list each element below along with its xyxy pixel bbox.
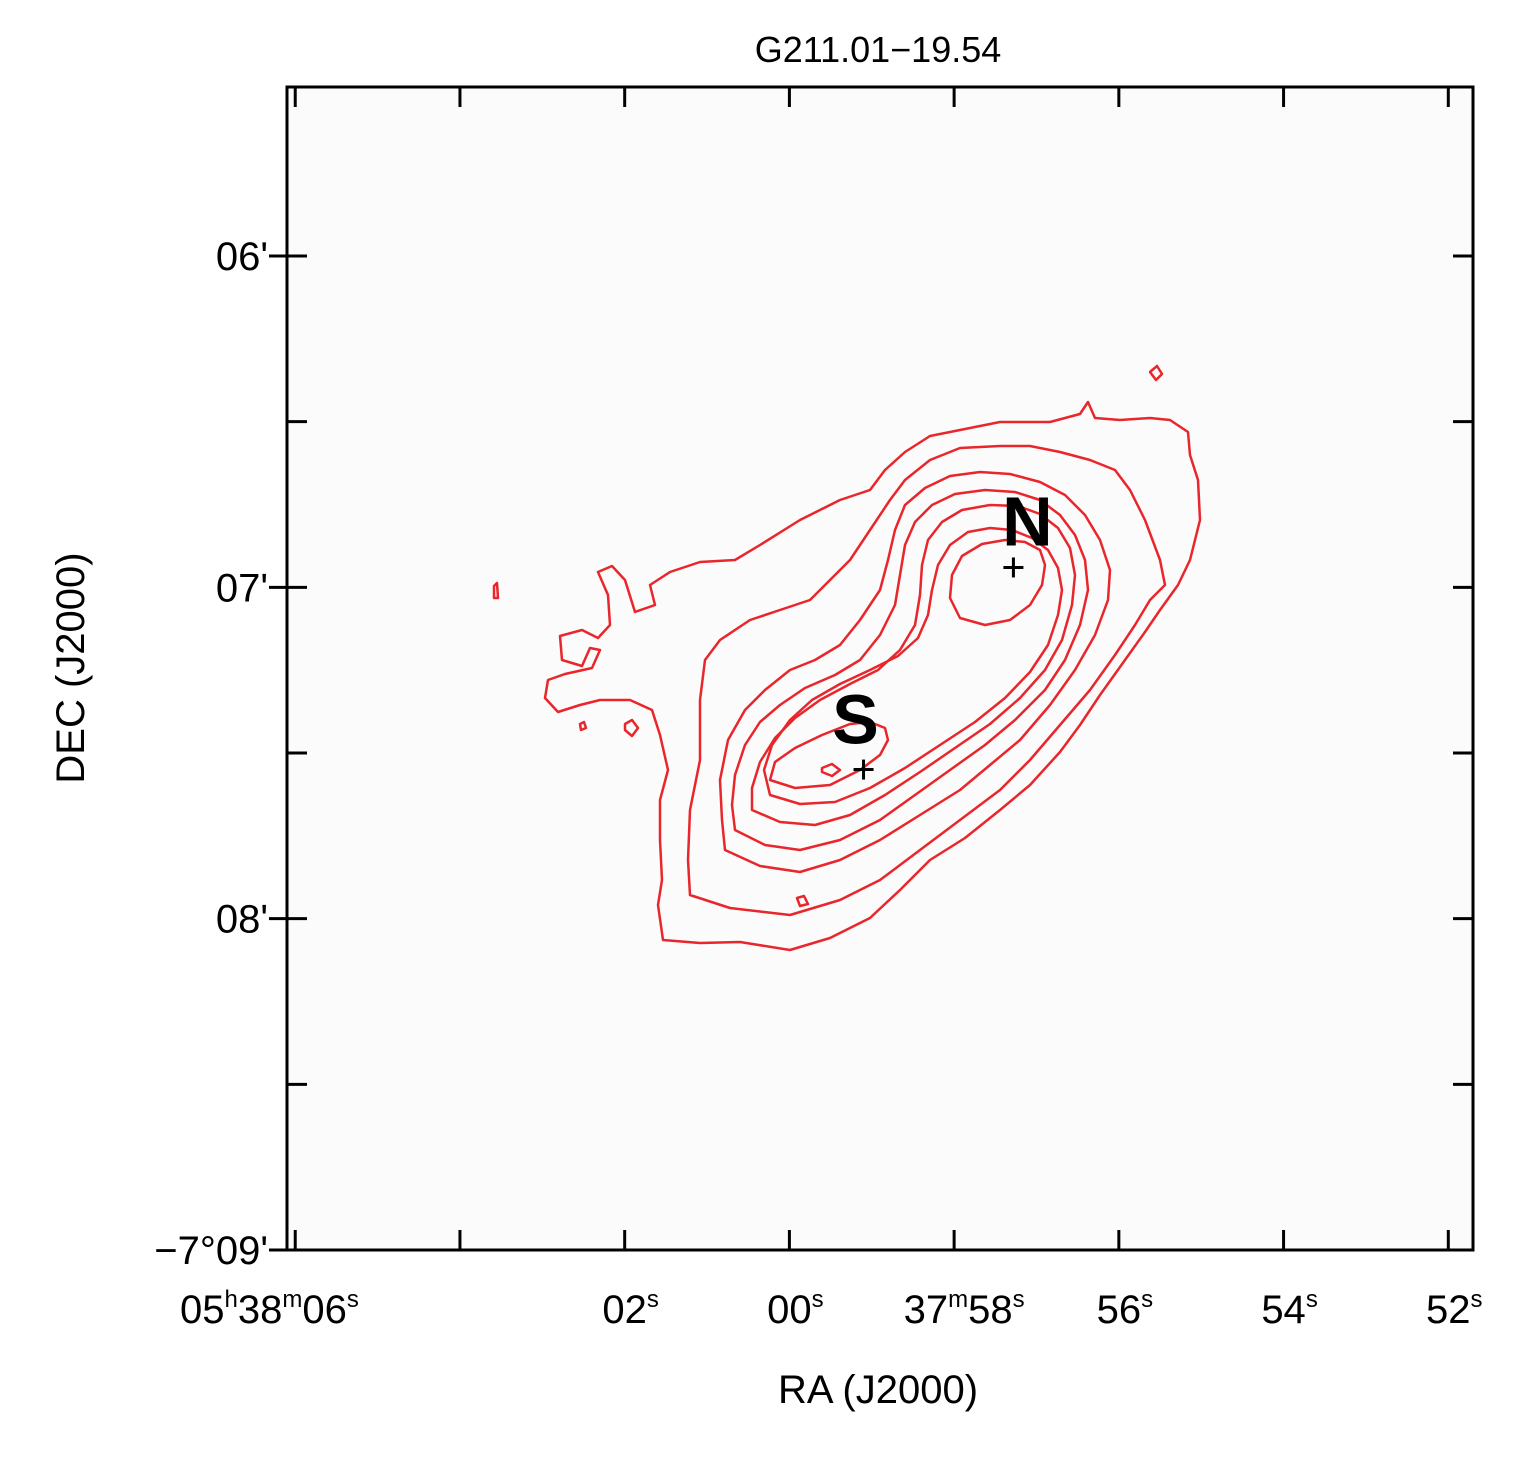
contour-level-4 bbox=[730, 488, 1090, 852]
contour-island-1 bbox=[820, 762, 842, 778]
y-tick-label: 07' bbox=[216, 566, 268, 610]
contour-island-5 bbox=[578, 720, 588, 732]
y-axis-label: DEC (J2000) bbox=[49, 552, 93, 783]
x-tick-label: 02s bbox=[602, 1286, 659, 1332]
source-label-s: S bbox=[832, 681, 879, 759]
contour-level-5 bbox=[750, 503, 1077, 827]
x-tick-label: 56s bbox=[1097, 1286, 1154, 1332]
contours bbox=[492, 364, 1202, 952]
contour-level-2 bbox=[686, 444, 1167, 917]
chart-title: G211.01−19.54 bbox=[755, 29, 1002, 70]
x-tick-label: 52s bbox=[1426, 1286, 1483, 1332]
source-label-n: N bbox=[1002, 482, 1053, 560]
contour-level-7-south bbox=[768, 720, 890, 790]
contour-island-2 bbox=[623, 718, 640, 738]
axis-tick-labels: 05h38m06s 02s 00s 37m58s 56s 54s 52s 06' 07' 08' −… bbox=[154, 235, 1482, 1332]
y-tick-label: 08' bbox=[216, 898, 268, 942]
x-tick-label: 37m58s bbox=[904, 1286, 1025, 1332]
y-tick-label: 06' bbox=[216, 235, 268, 279]
x-tick-label: 54s bbox=[1261, 1286, 1318, 1332]
y-tick-label: −7°09' bbox=[154, 1229, 268, 1273]
axis-ticks bbox=[269, 87, 1473, 1252]
contour-level-7-north bbox=[948, 538, 1047, 627]
contour-island-3 bbox=[1148, 364, 1164, 382]
contour-level-1 bbox=[543, 400, 1202, 952]
contour-level-3 bbox=[718, 470, 1112, 874]
source-markers: NS bbox=[832, 482, 1053, 780]
x-tick-label: 05h38m06s bbox=[180, 1286, 359, 1332]
contour-island-6 bbox=[795, 894, 810, 908]
contour-level-6 bbox=[762, 526, 1064, 806]
contour-island-4 bbox=[492, 581, 500, 600]
x-axis-label: RA (J2000) bbox=[778, 1368, 978, 1412]
x-tick-label: 00s bbox=[767, 1286, 824, 1332]
